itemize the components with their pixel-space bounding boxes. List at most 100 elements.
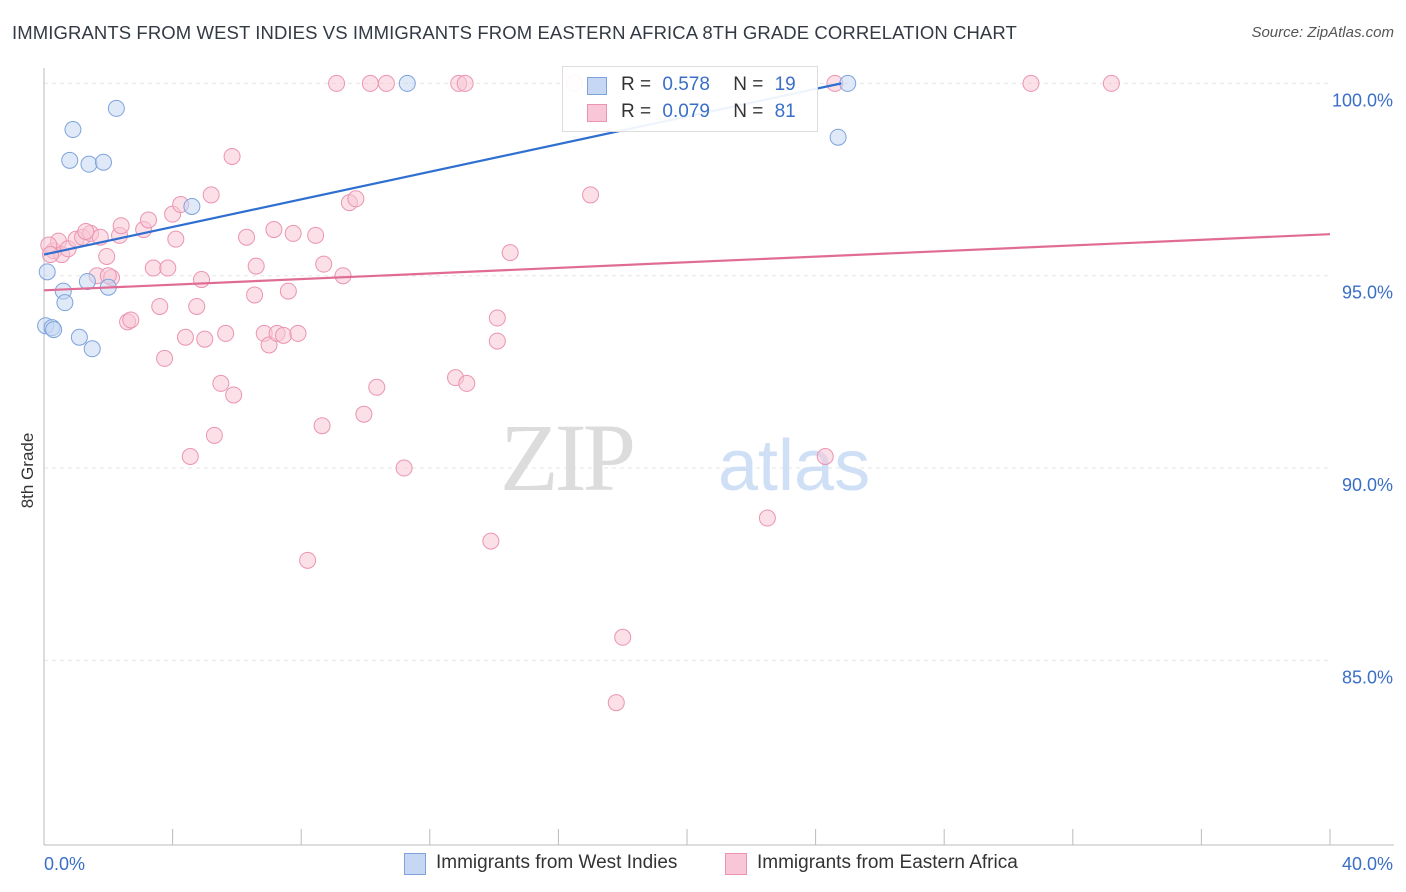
legend-r-value-eastern-africa: 0.079 bbox=[662, 101, 710, 122]
point-eastern-africa-9 bbox=[98, 247, 116, 265]
axes bbox=[43, 68, 1394, 846]
point-west-indies-16 bbox=[398, 74, 416, 92]
point-eastern-africa-78 bbox=[41, 246, 59, 264]
point-eastern-africa-35 bbox=[238, 228, 256, 246]
point-eastern-africa-54 bbox=[355, 405, 373, 423]
y-tick-label-1: 95.0% bbox=[1342, 283, 1393, 303]
point-eastern-africa-20 bbox=[159, 259, 177, 277]
legend-n-label: N = bbox=[733, 74, 764, 95]
point-eastern-africa-47 bbox=[307, 226, 325, 244]
trend-line-eastern-africa bbox=[43, 233, 1331, 292]
point-eastern-africa-25 bbox=[181, 448, 199, 465]
gridlines bbox=[44, 82, 1330, 661]
chart-title: IMMIGRANTS FROM WEST INDIES VS IMMIGRANT… bbox=[12, 22, 1017, 43]
legend-n-value-west-indies: 19 bbox=[774, 74, 796, 95]
point-west-indies-17 bbox=[829, 128, 847, 146]
point-eastern-africa-36 bbox=[246, 286, 264, 304]
point-west-indies-12 bbox=[107, 99, 125, 117]
legend-r-label: R = bbox=[621, 101, 652, 122]
point-eastern-africa-58 bbox=[395, 459, 413, 477]
point-west-indies-3 bbox=[45, 321, 63, 339]
point-eastern-africa-44 bbox=[284, 224, 302, 242]
point-eastern-africa-31 bbox=[212, 374, 230, 392]
point-eastern-africa-49 bbox=[315, 255, 333, 273]
y-axis-title: 8th Grade bbox=[18, 433, 37, 509]
watermark-atlas: atlas bbox=[718, 426, 870, 506]
point-eastern-africa-63 bbox=[482, 532, 500, 550]
point-eastern-africa-42 bbox=[275, 326, 293, 344]
point-eastern-africa-16 bbox=[139, 211, 157, 229]
point-eastern-africa-65 bbox=[488, 332, 506, 350]
point-eastern-africa-34 bbox=[225, 386, 243, 404]
point-eastern-africa-46 bbox=[299, 551, 317, 569]
point-eastern-africa-70 bbox=[614, 628, 632, 646]
point-eastern-africa-28 bbox=[196, 330, 214, 348]
y-tick-label-2: 90.0% bbox=[1342, 475, 1393, 495]
point-eastern-africa-30 bbox=[205, 426, 223, 444]
point-eastern-africa-37 bbox=[247, 257, 265, 275]
point-eastern-africa-57 bbox=[377, 74, 395, 92]
point-west-indies-13 bbox=[78, 272, 96, 290]
watermark: ZIP atlas bbox=[500, 404, 870, 511]
point-eastern-africa-50 bbox=[328, 74, 346, 92]
source-credit: Source: ZipAtlas.com bbox=[1251, 24, 1394, 41]
point-eastern-africa-55 bbox=[361, 74, 379, 92]
point-eastern-africa-73 bbox=[816, 448, 834, 465]
point-west-indies-9 bbox=[64, 121, 82, 139]
legend-n-label: N = bbox=[733, 101, 764, 122]
point-eastern-africa-79 bbox=[77, 222, 95, 240]
bottom-legend-swatch-eastern-africa bbox=[725, 853, 747, 875]
point-eastern-africa-24 bbox=[176, 328, 194, 346]
point-eastern-africa-75 bbox=[1022, 74, 1040, 92]
point-eastern-africa-61 bbox=[456, 74, 474, 92]
data-points bbox=[37, 74, 1120, 712]
stats-legend: R = 0.578 N = 19 R = 0.079 N = 81 bbox=[562, 66, 818, 132]
point-eastern-africa-17 bbox=[144, 259, 162, 277]
point-eastern-africa-26 bbox=[188, 297, 206, 315]
point-west-indies-8 bbox=[61, 151, 79, 169]
bottom-legend-swatch-west-indies bbox=[404, 853, 426, 875]
point-eastern-africa-14 bbox=[122, 311, 140, 329]
point-eastern-africa-45 bbox=[289, 324, 307, 342]
point-eastern-africa-51 bbox=[334, 267, 352, 285]
point-eastern-africa-39 bbox=[260, 336, 278, 354]
legend-swatch-eastern-africa bbox=[587, 104, 607, 122]
point-eastern-africa-12 bbox=[112, 217, 130, 235]
legend-n-value-eastern-africa: 81 bbox=[774, 101, 796, 122]
point-eastern-africa-71 bbox=[758, 509, 776, 527]
point-eastern-africa-76 bbox=[1102, 74, 1120, 92]
point-eastern-africa-29 bbox=[202, 186, 220, 204]
point-eastern-africa-27 bbox=[193, 271, 211, 289]
y-tick-label-0: 100.0% bbox=[1332, 90, 1393, 110]
point-eastern-africa-48 bbox=[313, 417, 331, 435]
point-eastern-africa-53 bbox=[347, 190, 365, 208]
point-eastern-africa-69 bbox=[607, 694, 625, 712]
point-eastern-africa-22 bbox=[167, 230, 185, 248]
point-west-indies-5 bbox=[56, 294, 74, 312]
point-west-indies-7 bbox=[70, 328, 88, 346]
point-eastern-africa-40 bbox=[265, 221, 283, 239]
point-eastern-africa-64 bbox=[488, 309, 506, 327]
point-west-indies-6 bbox=[83, 340, 101, 358]
point-west-indies-10 bbox=[80, 155, 98, 173]
point-eastern-africa-66 bbox=[501, 244, 519, 262]
point-west-indies-15 bbox=[183, 197, 201, 215]
point-eastern-africa-43 bbox=[279, 282, 297, 300]
legend-r-value-west-indies: 0.578 bbox=[662, 74, 710, 95]
point-eastern-africa-56 bbox=[368, 378, 386, 396]
point-west-indies-11 bbox=[94, 153, 112, 171]
x-tick-label-max: 40.0% bbox=[1342, 854, 1393, 874]
point-eastern-africa-19 bbox=[156, 349, 174, 367]
point-west-indies-1 bbox=[38, 263, 56, 281]
y-tick-label-3: 85.0% bbox=[1342, 667, 1393, 687]
point-eastern-africa-62 bbox=[458, 374, 476, 392]
point-eastern-africa-18 bbox=[151, 297, 169, 315]
bottom-legend-label-eastern-africa: Immigrants from Eastern Africa bbox=[757, 852, 1018, 873]
point-west-indies-18 bbox=[839, 74, 857, 92]
watermark-zip: ZIP bbox=[500, 404, 633, 511]
axis-labels: 100.0% 95.0% 90.0% 85.0% 0.0% 40.0% 8th Grade bbox=[18, 90, 1393, 874]
point-eastern-africa-32 bbox=[217, 324, 235, 342]
point-eastern-africa-33 bbox=[223, 147, 241, 165]
legend-r-label: R = bbox=[621, 74, 652, 95]
